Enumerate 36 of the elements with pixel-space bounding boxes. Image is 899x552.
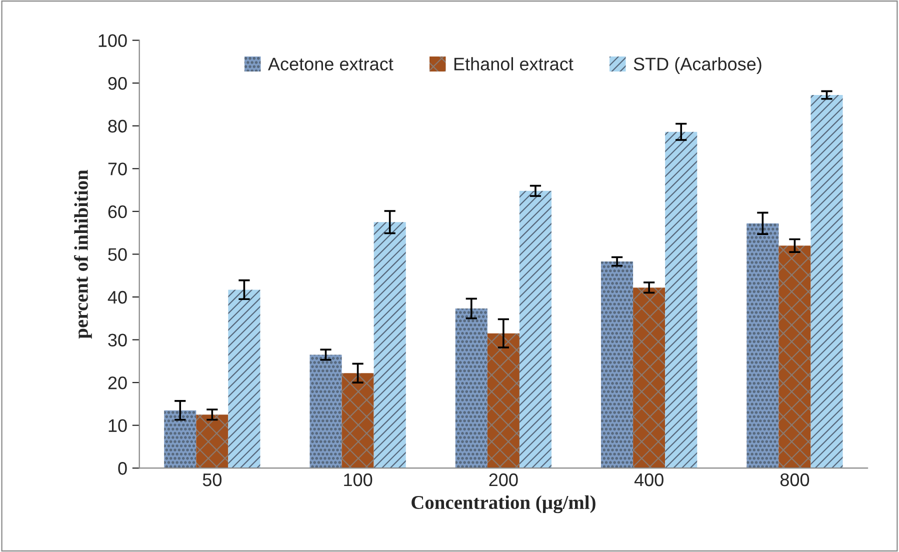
bar: [374, 222, 406, 468]
y-tick-label: 50: [108, 248, 127, 261]
legend-label: STD (Acarbose): [634, 57, 762, 74]
bar: [164, 410, 196, 468]
bar: [665, 132, 698, 468]
bar: [228, 290, 260, 468]
y-tick-label: 40: [108, 290, 127, 304]
x-tick-label: 50: [202, 473, 222, 486]
bar: [810, 95, 843, 468]
x-tick-label: 400: [634, 473, 664, 486]
bar: [310, 354, 342, 468]
y-tick-label: 10: [108, 419, 127, 432]
y-axis-title: percent of inhibition: [74, 170, 92, 339]
y-tick-label: 90: [108, 77, 127, 90]
bar: [519, 190, 552, 468]
x-tick-label: 800: [780, 473, 810, 486]
y-tick-label: 60: [108, 205, 127, 218]
y-tick-label: 80: [108, 120, 127, 133]
bar: [196, 414, 228, 468]
bar: [778, 246, 811, 468]
bar: [633, 288, 666, 468]
x-axis-title: Concentration (µg/ml): [412, 495, 596, 514]
x-tick-label: 200: [489, 473, 518, 486]
legend-label: Ethanol extract: [454, 57, 574, 70]
bar: [601, 261, 634, 468]
y-tick-label: 70: [108, 162, 127, 176]
bar: [746, 223, 779, 468]
y-tick-label: 0: [118, 462, 127, 475]
bar: [455, 308, 488, 468]
bar: [487, 333, 520, 468]
legend-label: Acetone extract: [268, 58, 394, 70]
y-tick-label: 30: [108, 334, 127, 346]
y-tick-label: 100: [98, 34, 127, 48]
y-tick-label: 20: [108, 376, 127, 390]
bar: [342, 373, 374, 468]
x-tick-label: 100: [344, 473, 372, 486]
